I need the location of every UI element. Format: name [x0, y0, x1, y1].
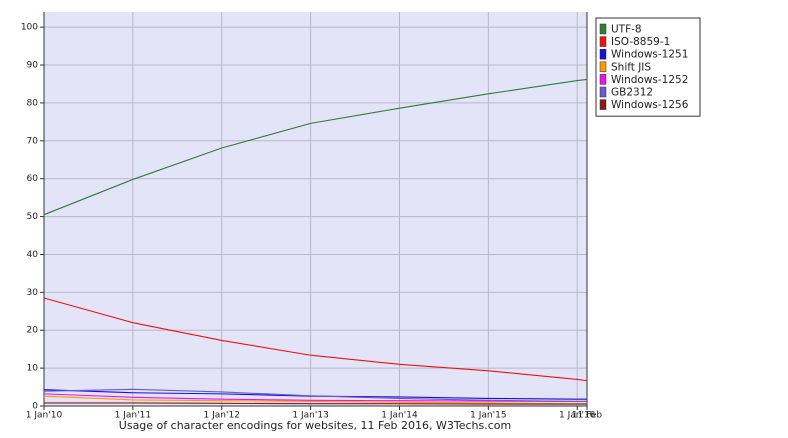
x-tick-label: 1 Jan'15 — [470, 411, 506, 421]
x-tick-label: 1 Jan'14 — [381, 411, 418, 421]
legend-label: Windows-1256 — [611, 99, 689, 111]
x-tick-label: 1 Jan'16 — [559, 411, 596, 421]
plot-area — [44, 12, 587, 406]
y-tick-label: 10 — [27, 364, 39, 374]
legend-label: Windows-1252 — [611, 74, 688, 86]
y-tick-label: 60 — [27, 174, 39, 184]
legend-label: Windows-1251 — [611, 49, 688, 61]
y-tick-label: 90 — [27, 61, 39, 71]
legend-label: GB2312 — [611, 87, 653, 99]
y-tick-label: 80 — [27, 98, 39, 108]
y-tick-label: 70 — [27, 136, 39, 146]
legend-swatch — [599, 99, 607, 110]
x-tick-label: 1 Jan'12 — [204, 411, 240, 421]
x-tick-label: 1 Jan'11 — [115, 411, 151, 421]
legend-swatch — [599, 36, 607, 47]
series-line — [43, 388, 587, 403]
legend-swatch — [599, 23, 607, 35]
x-tick-label: 1 Jan'10 — [26, 411, 63, 421]
y-tick-label: 100 — [21, 23, 38, 33]
legend-label: ISO-8859-1 — [611, 36, 670, 48]
x-tick-label: 11 Feb — [572, 411, 603, 421]
legend-swatch — [599, 86, 607, 98]
series-line — [43, 78, 588, 216]
series-line — [43, 389, 587, 400]
y-tick-label: 40 — [27, 250, 39, 260]
legend-swatch — [599, 48, 607, 60]
y-tick-label: 30 — [27, 288, 39, 298]
y-tick-label: 0 — [32, 402, 38, 412]
x-tick-label: 1 Jan'13 — [292, 411, 328, 421]
legend-swatch — [599, 61, 607, 73]
series-line — [43, 297, 588, 382]
legend-box — [595, 17, 701, 117]
legend-label: UTF-8 — [611, 24, 642, 36]
y-tick-label: 20 — [27, 326, 39, 336]
legend-label: Shift JIS — [611, 61, 651, 73]
series-line — [44, 402, 587, 405]
chart-title: Usage of character encodings for website… — [119, 419, 511, 432]
legend-swatch — [599, 74, 607, 85]
y-tick-label: 50 — [27, 212, 39, 222]
